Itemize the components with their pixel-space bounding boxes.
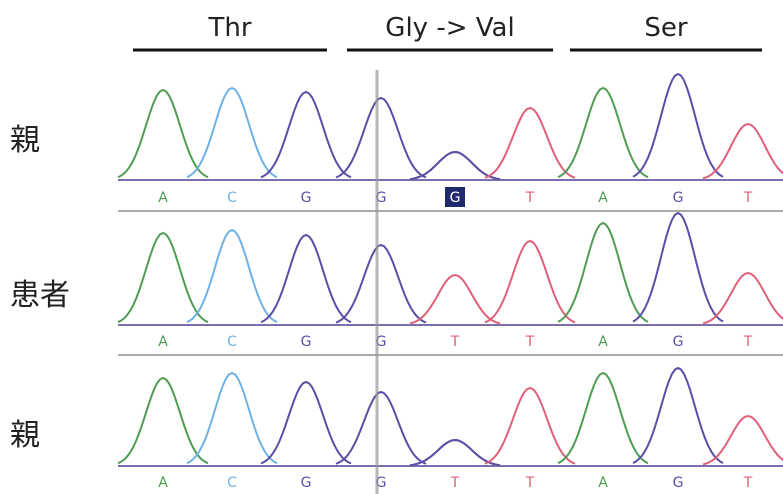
background <box>0 0 783 494</box>
base-call: A <box>598 475 608 491</box>
row-label: 患者 <box>10 278 70 313</box>
row-label: 親 <box>10 418 40 453</box>
base-call: C <box>227 190 237 206</box>
base-call: G <box>673 475 684 491</box>
base-call: G <box>673 190 684 206</box>
base-call: A <box>158 190 168 206</box>
base-call: T <box>450 475 460 491</box>
base-call: G <box>673 334 684 350</box>
base-call: C <box>227 334 237 350</box>
base-call: T <box>450 334 460 350</box>
base-call: G <box>301 334 312 350</box>
base-call: T <box>525 334 535 350</box>
codon-label: Ser <box>644 13 688 43</box>
base-call: A <box>598 334 608 350</box>
base-call: T <box>743 190 753 206</box>
base-call: T <box>525 190 535 206</box>
codon-label: Thr <box>207 13 251 43</box>
base-call: C <box>227 475 237 491</box>
base-call: T <box>743 334 753 350</box>
page: Thr Gly -> Val Ser 親 A C G G G T A G T 患者 A C G G T T A G T… <box>0 0 783 494</box>
base-call: A <box>158 334 168 350</box>
row-label: 親 <box>10 123 40 158</box>
base-call: T <box>525 475 535 491</box>
base-call: G <box>301 190 312 206</box>
base-call: A <box>158 475 168 491</box>
base-call: T <box>743 475 753 491</box>
base-call: A <box>598 190 608 206</box>
chromatogram-figure: Thr Gly -> Val Ser 親 A C G G G T A G T 患者 A C G G T T A G T… <box>0 0 783 494</box>
base-call: G <box>301 475 312 491</box>
base-call: G <box>450 190 461 206</box>
codon-label: Gly -> Val <box>385 13 514 43</box>
